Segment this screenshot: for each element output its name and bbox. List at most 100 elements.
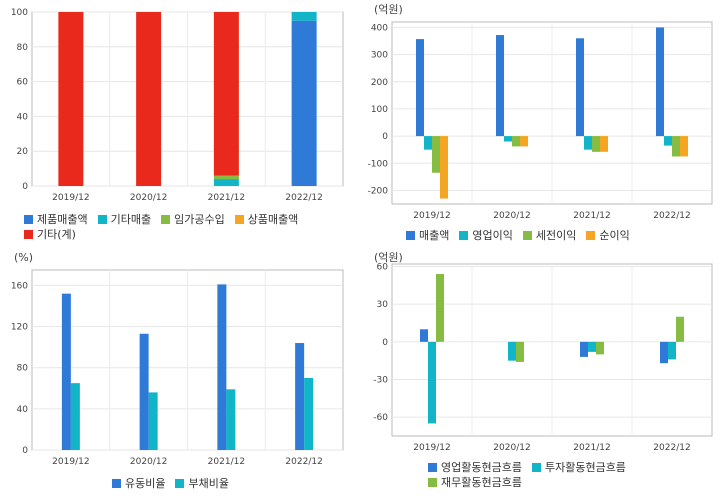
y-tick-label: 30 — [377, 300, 389, 310]
y-tick-label: 100 — [11, 8, 28, 18]
bar — [440, 136, 448, 199]
y-tick-label: 80 — [17, 43, 29, 53]
legend-item[interactable]: 매출액 — [406, 228, 449, 243]
x-tick-label: 2021/12 — [208, 193, 245, 203]
legend-row: 기타(계) — [24, 227, 364, 242]
y-tick-label: 0 — [382, 338, 388, 348]
legend-row: 제품매출액 기타매출 임가공수입 상품매출액 — [24, 212, 364, 227]
legend-swatch — [97, 215, 107, 224]
legend-item[interactable]: 부채비율 — [175, 476, 229, 491]
legend-label: 투자활동현금흐름 — [544, 461, 626, 474]
y-tick-label: 80 — [17, 364, 29, 374]
legend-item[interactable]: 제품매출액 — [24, 212, 88, 227]
bar — [680, 136, 688, 157]
bar — [213, 179, 239, 186]
legend-label: 상품매출액 — [247, 213, 299, 226]
x-tick-label: 2019/12 — [52, 193, 89, 203]
chart-cashflow: (억원) -60 -30 0 30 60 2019/12 2020/12 2021/12 2022… — [360, 248, 720, 496]
y-tick-label: 200 — [371, 78, 388, 88]
bar — [58, 12, 84, 186]
bar — [136, 12, 162, 186]
legend-swatch — [161, 215, 171, 224]
y-tick-label: 120 — [11, 323, 28, 333]
legend-swatch — [531, 463, 541, 472]
x-tick-label: 2020/12 — [493, 211, 530, 221]
y-tick-label: 60 — [377, 263, 389, 273]
x-tick-label: 2021/12 — [208, 457, 245, 467]
chart-profit-svg: (억원) -200 -100 0 100 200 300 400 2019/12 2020/12 2… — [368, 3, 713, 221]
legend-profit: 매출액 영업이익 세전이익 순이익 — [406, 228, 716, 243]
legend-label: 재무활동현금흐름 — [441, 476, 522, 489]
chart-cashflow-svg: (억원) -60 -30 0 30 60 2019/12 2020/12 2021/12 2022… — [373, 251, 713, 453]
legend-row: 영업활동현금흐름 투자활동현금흐름 — [428, 460, 718, 475]
bar — [520, 136, 528, 147]
legend-item[interactable]: 상품매출액 — [234, 212, 299, 227]
legend-swatch — [24, 230, 33, 239]
y-tick-label: 0 — [22, 446, 28, 456]
legend-row: 매출액 영업이익 세전이익 순이익 — [406, 228, 716, 243]
bar — [592, 136, 600, 152]
x-tick-label: 2022/12 — [285, 457, 322, 467]
bar — [576, 38, 584, 137]
y-tick-label: 0 — [382, 132, 388, 142]
chart-sales-composition: 0 20 40 60 80 100 2019/12 2020/12 2021/12 2022/12… — [0, 0, 360, 248]
legend-swatch — [175, 479, 185, 488]
y-tick-label: 100 — [371, 105, 388, 115]
legend-swatch — [428, 463, 437, 472]
bar — [672, 136, 680, 157]
y-tick-label: -60 — [373, 413, 388, 423]
legend-item[interactable]: 임가공수입 — [161, 212, 225, 227]
legend-label: 순이익 — [599, 229, 630, 242]
y-tick-label: 60 — [17, 78, 29, 88]
legend-item[interactable]: 재무활동현금흐름 — [428, 475, 522, 490]
legend-swatch — [112, 479, 121, 488]
bar — [432, 136, 440, 173]
legend-item[interactable]: 유동비율 — [112, 476, 165, 491]
legend-item[interactable]: 영업이익 — [459, 228, 513, 243]
x-tick-label: 2022/12 — [653, 443, 690, 453]
x-tick-label: 2019/12 — [413, 443, 450, 453]
bar — [580, 341, 588, 357]
x-tick-label: 2021/12 — [573, 211, 610, 221]
legend-item[interactable]: 기타매출 — [97, 212, 152, 227]
bar — [295, 343, 305, 450]
x-tick-label: 2022/12 — [653, 211, 690, 221]
unit-label: (억원) — [374, 3, 403, 16]
x-tick-label: 2020/12 — [130, 457, 167, 467]
legend-swatch — [586, 231, 596, 240]
bar — [436, 274, 444, 342]
legend-swatch — [522, 231, 532, 240]
bar — [516, 341, 524, 362]
bar — [416, 39, 424, 137]
legend-label: 임가공수입 — [174, 213, 225, 226]
legend-item[interactable]: 영업활동현금흐름 — [428, 460, 522, 475]
legend-item[interactable]: 투자활동현금흐름 — [531, 460, 626, 475]
y-tick-label: 40 — [17, 405, 29, 415]
bar — [213, 175, 239, 180]
legend-item[interactable]: 순이익 — [586, 228, 630, 243]
bar — [676, 316, 684, 342]
bar — [660, 341, 668, 364]
bar — [504, 136, 512, 142]
bar — [508, 341, 516, 361]
bar — [664, 136, 672, 146]
legend-item[interactable]: 세전이익 — [522, 228, 577, 243]
bar — [420, 329, 428, 342]
bar — [304, 378, 314, 450]
bar — [656, 27, 664, 137]
legend-label: 세전이익 — [535, 229, 577, 242]
legend-label: 기타(계) — [37, 228, 76, 241]
x-tick-label: 2019/12 — [52, 457, 89, 467]
legend-item[interactable]: 기타(계) — [24, 227, 76, 242]
legend-label: 유동비율 — [125, 477, 166, 490]
legend-row: 재무활동현금흐름 — [428, 475, 718, 490]
x-tick-label: 2020/12 — [493, 443, 530, 453]
bar — [148, 392, 158, 450]
x-tick-label: 2019/12 — [413, 211, 450, 221]
legend-label: 부채비율 — [188, 477, 229, 490]
bar — [668, 341, 676, 360]
legend-label: 기타매출 — [110, 213, 152, 226]
bar — [596, 341, 604, 355]
legend-swatch — [459, 231, 469, 240]
